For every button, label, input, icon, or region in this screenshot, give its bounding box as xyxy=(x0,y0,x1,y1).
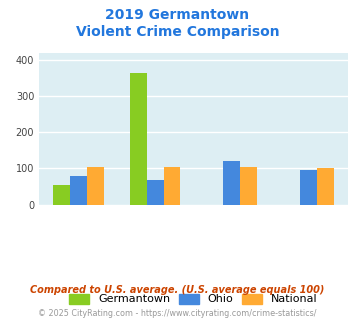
Bar xyxy=(147,181,164,205)
Text: © 2025 CityRating.com - https://www.cityrating.com/crime-statistics/: © 2025 CityRating.com - https://www.city… xyxy=(38,309,317,317)
Text: 2019 Germantown: 2019 Germantown xyxy=(105,8,250,22)
Bar xyxy=(223,161,240,205)
Text: Compared to U.S. average. (U.S. average equals 100): Compared to U.S. average. (U.S. average … xyxy=(30,285,325,295)
Legend: Germantown, Ohio, National: Germantown, Ohio, National xyxy=(69,294,318,304)
Bar xyxy=(164,167,180,205)
Bar xyxy=(53,185,70,205)
Bar xyxy=(70,176,87,205)
Bar xyxy=(87,167,104,205)
Bar xyxy=(317,168,334,205)
Bar xyxy=(300,170,317,205)
Text: Violent Crime Comparison: Violent Crime Comparison xyxy=(76,25,279,39)
Bar xyxy=(130,73,147,205)
Bar xyxy=(240,167,257,205)
